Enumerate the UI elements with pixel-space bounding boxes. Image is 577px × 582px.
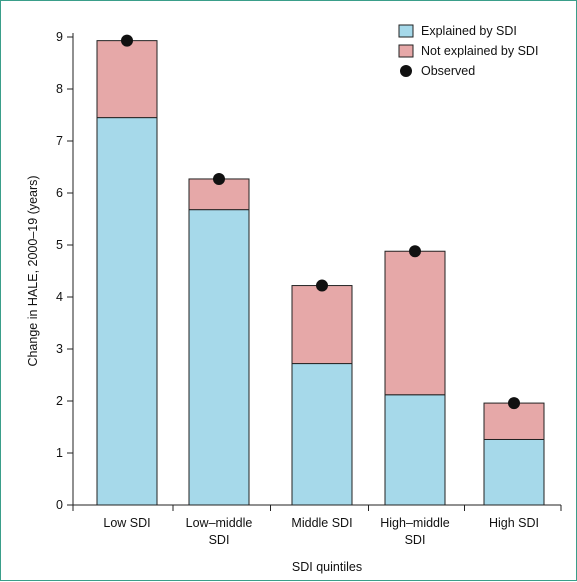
y-tick-label-3: 3 (56, 342, 63, 356)
bars-layer (96, 40, 545, 506)
observed-point-1 (213, 172, 225, 185)
bar-segment-explained-3 (384, 394, 446, 506)
y-tick-label-8: 8 (56, 82, 63, 96)
x-tick-label-0: Low SDI (103, 516, 150, 530)
observed-point-2 (316, 279, 328, 292)
bar-segment-explained-4 (483, 438, 545, 506)
y-tick-label-1: 1 (56, 446, 63, 460)
axes-layer (67, 33, 562, 511)
bar-segment-explained-0 (96, 117, 158, 506)
legend-swatch-1 (398, 44, 414, 58)
bar-segment-not-explained-2 (291, 285, 353, 365)
bar-segment-not-explained-3 (384, 250, 446, 396)
y-tick-label-9: 9 (56, 30, 63, 44)
legend-label-2: Observed (421, 64, 475, 78)
bar-segment-explained-2 (291, 363, 353, 506)
observed-point-0 (121, 34, 133, 47)
legend-marker-observed (400, 65, 412, 77)
observed-point-4 (508, 397, 520, 410)
y-axis-title: Change in HALE, 2000–19 (years) (26, 175, 40, 366)
observed-markers-layer (121, 34, 520, 410)
legend-swatch-0 (398, 24, 414, 38)
x-tick-label-1-line2: SDI (209, 533, 230, 547)
x-tick-label-3-line2: SDI (405, 533, 426, 547)
legend-label-0: Explained by SDI (421, 24, 517, 38)
tick-labels-layer: 0 1 2 3 4 5 6 7 8 9 Low SDI Low–middle SDI Middle SDI… (56, 30, 539, 547)
y-tick-label-4: 4 (56, 290, 63, 304)
bar-segment-not-explained-4 (483, 402, 545, 440)
y-tick-label-7: 7 (56, 134, 63, 148)
observed-point-3 (409, 245, 421, 258)
y-tick-label-0: 0 (56, 498, 63, 512)
x-tick-label-1: Low–middle (186, 516, 253, 530)
y-tick-label-2: 2 (56, 394, 63, 408)
legend-label-1: Not explained by SDI (421, 44, 538, 58)
y-tick-label-5: 5 (56, 238, 63, 252)
x-tick-label-3: High–middle (380, 516, 450, 530)
x-tick-label-2: Middle SDI (291, 516, 352, 530)
x-axis-title: SDI quintiles (292, 560, 362, 574)
legend: Explained by SDI Not explained by SDI Obse… (398, 24, 538, 78)
bar-segment-explained-1 (188, 209, 250, 506)
bar-segment-not-explained-0 (96, 40, 158, 119)
x-tick-label-4: High SDI (489, 516, 539, 530)
y-tick-label-6: 6 (56, 186, 63, 200)
